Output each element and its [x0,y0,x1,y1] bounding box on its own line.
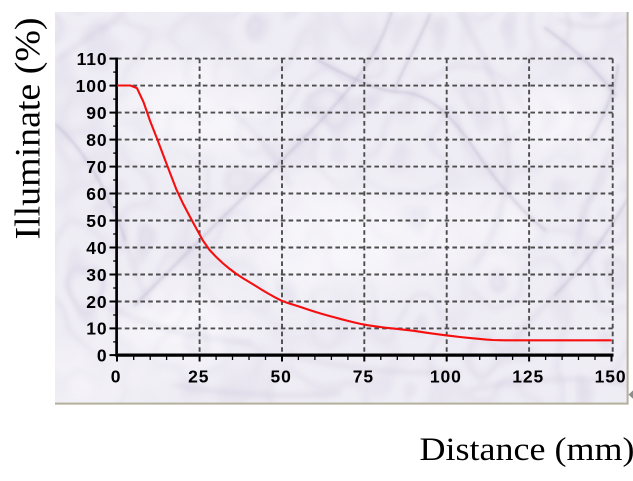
svg-text:90: 90 [86,103,107,123]
svg-text:60: 60 [86,184,107,204]
svg-text:Illuminate (%): Illuminate (%) [8,18,48,240]
svg-text:100: 100 [76,76,108,96]
svg-text:75: 75 [353,367,374,387]
svg-text:100: 100 [430,367,462,387]
svg-text:20: 20 [86,292,107,312]
svg-text:50: 50 [86,211,107,231]
svg-text:0: 0 [97,345,108,365]
svg-text:10: 10 [86,319,107,339]
svg-text:80: 80 [86,130,107,150]
svg-text:150: 150 [595,367,627,387]
svg-text:50: 50 [270,367,291,387]
svg-text:125: 125 [512,367,544,387]
svg-text:70: 70 [86,157,107,177]
svg-text:30: 30 [86,265,107,285]
svg-text:25: 25 [188,367,209,387]
svg-text:Distance (mm): Distance (mm) [420,432,633,468]
svg-text:40: 40 [86,238,107,258]
svg-text:110: 110 [77,49,108,69]
svg-text:0: 0 [111,367,122,387]
